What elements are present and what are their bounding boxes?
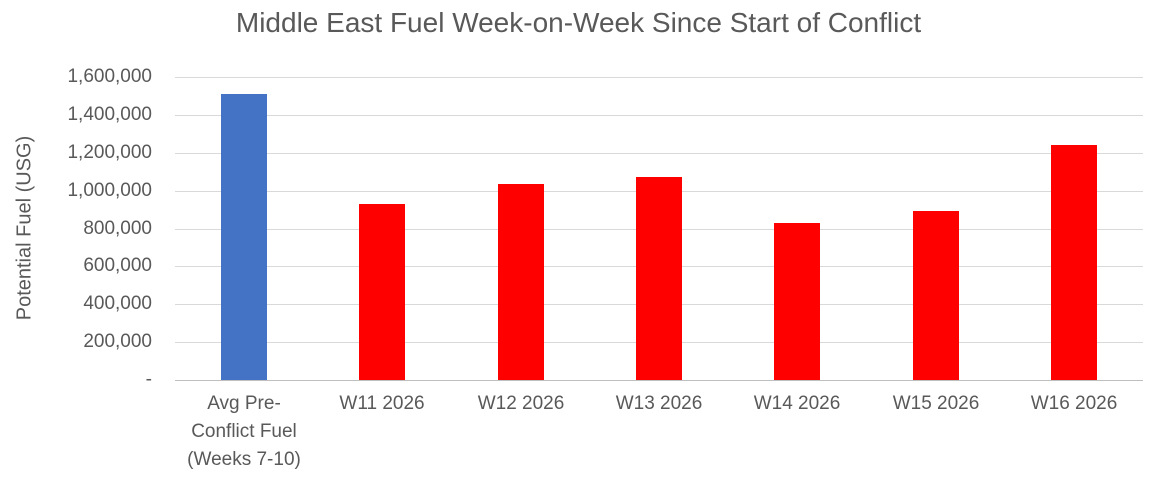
bar [359,204,405,380]
y-tick-label: - [145,369,152,390]
bar [774,223,820,380]
bar [913,211,959,380]
bar [1051,145,1097,380]
x-category-label: W14 2026 [753,393,841,414]
y-tick-label: 600,000 [83,255,152,276]
y-tick-label: 400,000 [83,293,152,314]
plot-area [175,77,1143,381]
y-tick-label: 1,000,000 [67,180,152,201]
x-category-label: W15 2026 [892,393,980,414]
gridline [175,115,1143,116]
x-category-label: W12 2026 [477,393,565,414]
gridline [175,153,1143,154]
x-category-label: Avg Pre-Conflict Fuel (Weeks 7-10) [187,393,301,470]
y-tick-label: 800,000 [83,218,152,239]
x-category-label: W13 2026 [615,393,703,414]
bar [221,94,267,380]
bar [498,184,544,380]
bar [636,177,682,380]
x-category-label: W11 2026 [339,393,425,414]
y-tick-label: 1,400,000 [67,104,152,125]
y-tick-label: 1,200,000 [67,142,152,163]
gridline [175,380,1143,381]
x-category-label: W16 2026 [1030,393,1118,414]
y-tick-label: 1,600,000 [67,66,152,87]
chart-title: Middle East Fuel Week-on-Week Since Star… [235,7,922,38]
gridline [175,77,1143,78]
y-tick-label: 200,000 [83,331,152,352]
